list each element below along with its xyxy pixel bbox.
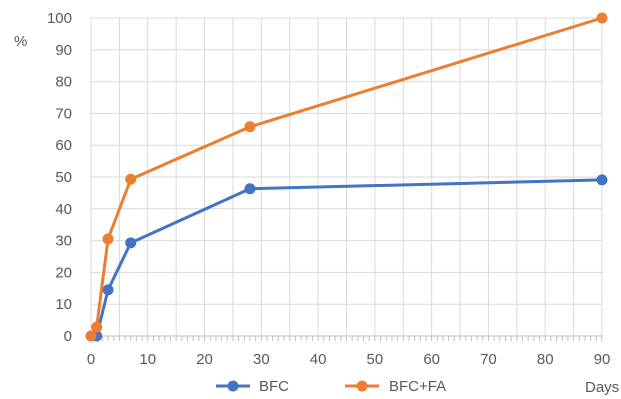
x-axis-label: Days: [585, 379, 619, 396]
x-tick-label: 10: [139, 351, 156, 368]
data-point-bfc-fa: [85, 330, 97, 342]
x-tick-label: 60: [423, 351, 440, 368]
y-tick-label: 40: [55, 201, 72, 218]
legend-marker-bfc: [227, 380, 239, 392]
x-tick-label: 70: [480, 351, 497, 368]
legend-label-bfc-fa: BFC+FA: [389, 378, 446, 395]
y-tick-label: 60: [55, 137, 72, 154]
y-tick-label: 80: [55, 74, 72, 91]
data-point-bfc-fa: [244, 121, 256, 133]
y-tick-label: 30: [55, 233, 72, 250]
x-tick-label: 90: [594, 351, 611, 368]
grid: [90, 17, 603, 341]
legend: BFC BFC+FA: [216, 378, 446, 395]
y-tick-label: 20: [55, 264, 72, 281]
y-tick-label: 0: [64, 328, 72, 345]
y-tick-label: 90: [55, 42, 72, 59]
data-point-bfc-fa: [596, 12, 608, 24]
x-tick-label: 20: [196, 351, 213, 368]
y-tick-label: 10: [55, 296, 72, 313]
x-tick-label: 50: [367, 351, 384, 368]
legend-label-bfc: BFC: [259, 378, 289, 395]
data-point-bfc: [125, 237, 137, 249]
series-group: [85, 12, 608, 342]
data-point-bfc-fa: [125, 173, 137, 185]
data-point-bfc: [596, 174, 608, 186]
y-tick-label: 70: [55, 105, 72, 122]
data-point-bfc: [244, 183, 256, 195]
x-tick-label: 30: [253, 351, 270, 368]
data-point-bfc-fa: [102, 233, 114, 245]
data-point-bfc-fa: [91, 321, 103, 333]
data-point-bfc: [102, 284, 114, 296]
y-tick-label: 100: [47, 10, 72, 27]
x-tick-label: 40: [310, 351, 327, 368]
legend-marker-bfc-fa: [356, 380, 368, 392]
x-tick-label: 80: [537, 351, 554, 368]
y-axis-label: %: [14, 33, 27, 50]
y-tick-label: 50: [55, 169, 72, 186]
axis-ticks: 0 10 20 30 40 50 60 70 80 90 100 0 10 20 30 40 50 60 70 80 9…: [47, 10, 610, 368]
x-tick-label: 0: [87, 351, 95, 368]
